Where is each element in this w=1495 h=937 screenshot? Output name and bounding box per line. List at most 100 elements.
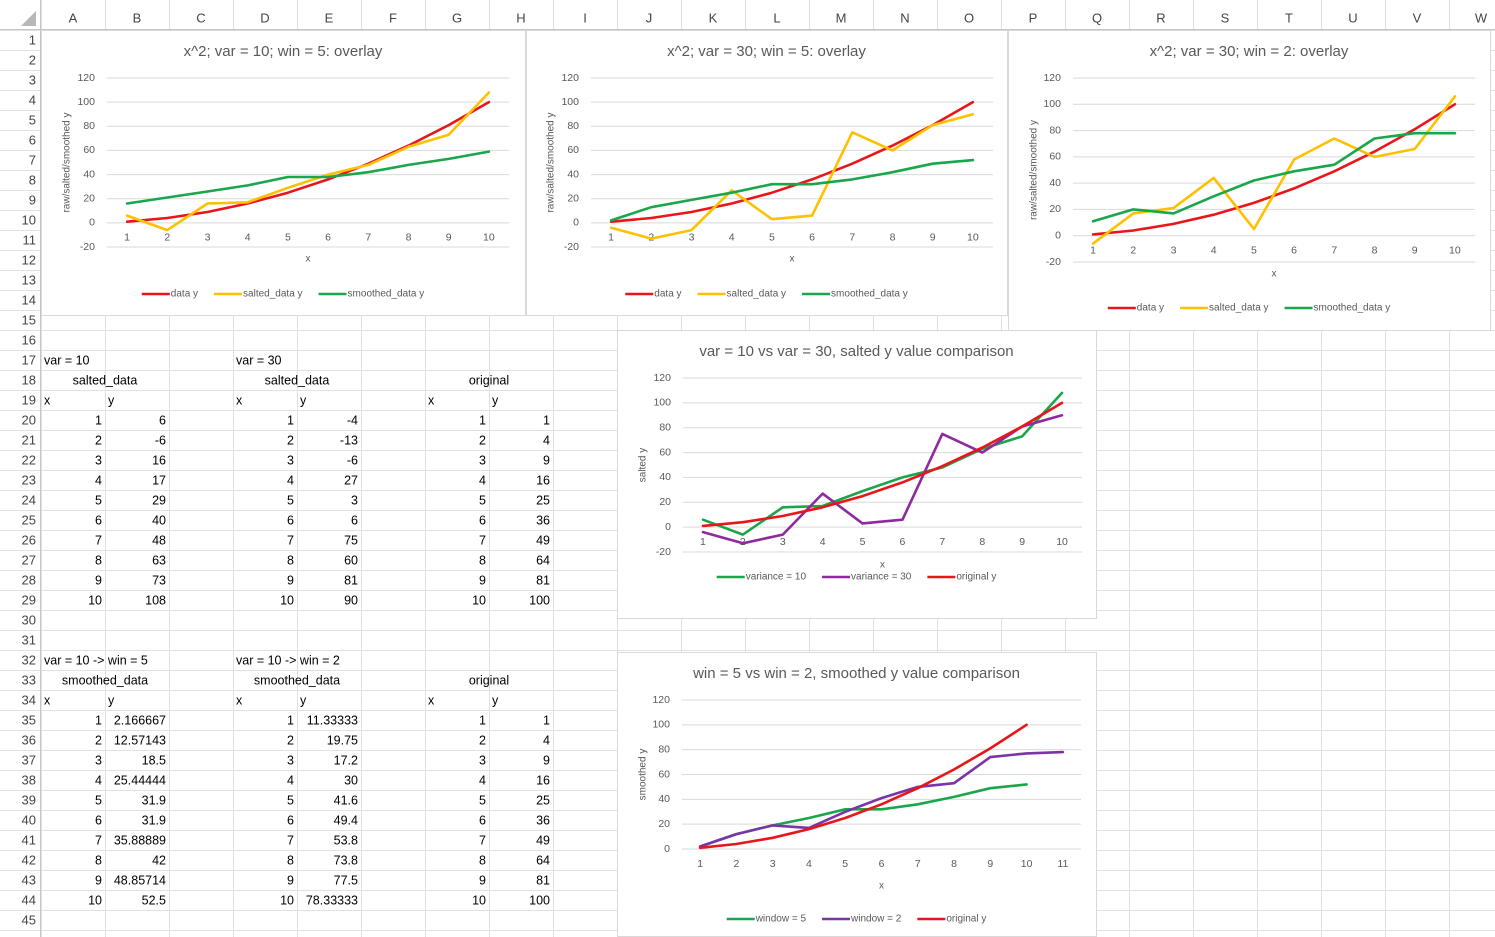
cell-value[interactable]: 2 [95,433,102,447]
cell-value[interactable]: 1 [543,713,550,727]
row-header[interactable]: 23 [22,472,36,487]
cell-value[interactable]: 81 [536,573,550,587]
cell-value[interactable]: 64 [536,553,550,567]
column-header[interactable]: W [1475,10,1488,25]
cell-value[interactable]: 6 [479,813,486,827]
row-header[interactable]: 37 [22,752,36,767]
cell-value[interactable]: 48 [152,533,166,547]
row-header[interactable]: 42 [22,852,36,867]
cell-value[interactable]: 30 [344,773,358,787]
column-header[interactable]: P [1029,10,1038,25]
cell-value[interactable]: 2 [479,733,486,747]
cell-value[interactable]: 41.6 [334,793,358,807]
cell-value[interactable]: 4 [287,473,294,487]
row-header[interactable]: 22 [22,452,36,467]
cell-value[interactable]: 42 [152,853,166,867]
cell-value[interactable]: 8 [95,553,102,567]
column-header[interactable]: T [1285,10,1293,25]
row-header[interactable]: 9 [29,192,36,207]
cell-value[interactable]: 11.33333 [307,713,358,727]
cell-value[interactable]: -6 [347,453,358,467]
cell-value[interactable]: 7 [95,833,102,847]
row-header[interactable]: 34 [22,692,36,707]
column-header[interactable]: J [646,10,653,25]
cell-value[interactable]: 31.9 [142,793,166,807]
cell-value[interactable]: 5 [287,793,294,807]
row-header[interactable]: 20 [22,412,36,427]
cell-value[interactable]: 5 [479,793,486,807]
cell-value[interactable]: 16 [152,453,166,467]
cell-value[interactable]: 10 [472,893,486,907]
row-header[interactable]: 2 [29,52,36,67]
cell-value[interactable]: 6 [479,513,486,527]
column-header[interactable]: N [900,10,909,25]
cell-value[interactable]: 19.75 [327,733,358,747]
cell-value[interactable]: 48.85714 [114,873,166,887]
cell-value[interactable]: 8 [287,853,294,867]
cell-value[interactable]: 8 [479,853,486,867]
row-header[interactable]: 15 [22,312,36,327]
cell-value[interactable]: -6 [155,433,166,447]
select-all[interactable] [21,11,36,26]
cell-value[interactable]: 10 [280,593,294,607]
row-header[interactable]: 7 [29,152,36,167]
cell-value[interactable]: 16 [536,473,550,487]
row-header[interactable]: 31 [22,632,36,647]
row-header[interactable]: 30 [22,612,36,627]
cell-value[interactable]: 49.4 [334,813,358,827]
cell-value[interactable]: 1 [95,713,102,727]
cell-value[interactable]: 108 [145,593,166,607]
cell-value[interactable]: 6 [159,413,166,427]
cell-value[interactable]: 81 [536,873,550,887]
cell-value[interactable]: 9 [287,873,294,887]
cell-value[interactable]: 36 [536,813,550,827]
cell-value[interactable]: 25 [536,493,550,507]
cell-value[interactable]: 64 [536,853,550,867]
column-header[interactable]: H [516,10,525,25]
row-header[interactable]: 24 [22,492,36,507]
row-header[interactable]: 1 [29,32,36,47]
column-header[interactable]: G [452,10,462,25]
cell-value[interactable]: 9 [287,573,294,587]
chart[interactable]: x^2; var = 30; win = 5: overlay -20 0 20 40 6… [526,30,1008,316]
cell-value[interactable]: 100 [529,593,550,607]
cell-value[interactable]: 3 [95,453,102,467]
cell-value[interactable]: 2 [95,733,102,747]
cell-value[interactable]: 4 [543,733,550,747]
cell-value[interactable]: 7 [287,533,294,547]
cell-value[interactable]: 12.57143 [114,733,166,747]
cell-value[interactable]: 6 [95,513,102,527]
cell-value[interactable]: 7 [479,833,486,847]
column-header[interactable]: C [196,10,205,25]
row-header[interactable]: 44 [22,892,36,907]
row-header[interactable]: 13 [22,272,36,287]
row-header[interactable]: 17 [22,352,36,367]
column-header[interactable]: K [709,10,718,25]
cell-value[interactable]: 36 [536,513,550,527]
cell-value[interactable]: 90 [344,593,358,607]
cell-value[interactable]: 53.8 [334,833,358,847]
row-header[interactable]: 18 [22,372,36,387]
cell-value[interactable]: -13 [340,433,358,447]
cell-value[interactable]: 3 [95,753,102,767]
cell-value[interactable]: 1 [543,413,550,427]
cell-value[interactable]: 6 [95,813,102,827]
row-header[interactable]: 12 [22,252,36,267]
cell-value[interactable]: 6 [287,513,294,527]
row-header[interactable]: 29 [22,592,36,607]
cell-value[interactable]: 18.5 [142,753,166,767]
cell-value[interactable]: 3 [479,753,486,767]
cell-value[interactable]: 9 [95,873,102,887]
cell-value[interactable]: 52.5 [142,893,166,907]
cell-value[interactable]: 1 [479,713,486,727]
cell-value[interactable]: 78.33333 [306,893,358,907]
cell-value[interactable]: 6 [351,513,358,527]
cell-value[interactable]: 40 [152,513,166,527]
row-header[interactable]: 38 [22,772,36,787]
cell-value[interactable]: 7 [479,533,486,547]
row-header[interactable]: 5 [29,112,36,127]
row-header[interactable]: 43 [22,872,36,887]
column-header[interactable]: Q [1092,10,1102,25]
cell-value[interactable]: 73 [152,573,166,587]
cell-value[interactable]: 8 [479,553,486,567]
